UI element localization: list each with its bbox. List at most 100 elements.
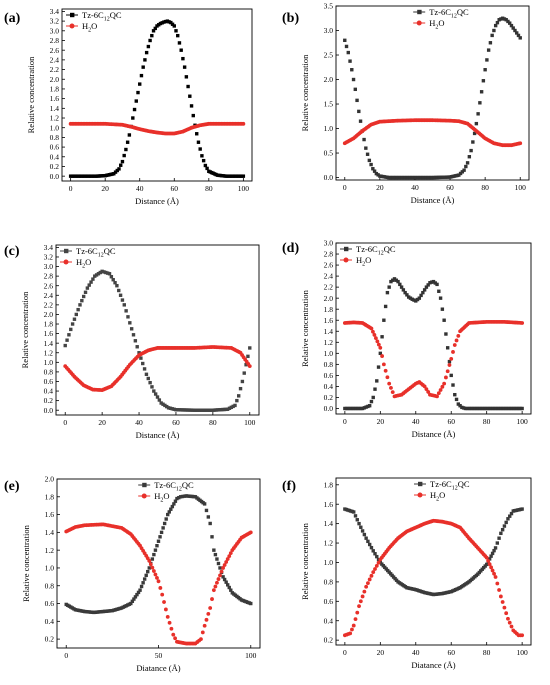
data-point xyxy=(203,163,208,168)
data-point xyxy=(360,406,365,411)
legend-entry: H2O xyxy=(414,490,445,503)
data-point xyxy=(151,29,156,33)
data-point xyxy=(484,555,489,560)
legend-marker xyxy=(63,259,69,265)
data-point xyxy=(499,531,503,536)
data-point xyxy=(493,546,498,550)
data-point xyxy=(91,277,95,281)
legend-label-subscript: 2 xyxy=(435,25,438,31)
legend-label-base: Tz-6C xyxy=(154,480,176,490)
data-point xyxy=(165,19,170,23)
data-point xyxy=(445,369,450,374)
data-point xyxy=(371,329,375,334)
data-point xyxy=(484,562,489,567)
data-point xyxy=(124,309,128,313)
data-point xyxy=(500,16,505,20)
x-tick-label: 40 xyxy=(412,648,420,657)
data-point xyxy=(198,147,202,151)
data-point xyxy=(369,399,374,404)
y-tick-label: 1.6 xyxy=(324,316,334,325)
y-tick-label: 3.0 xyxy=(50,26,60,35)
data-point xyxy=(182,494,187,498)
y-tick-label: 0.8 xyxy=(45,581,55,590)
data-point xyxy=(200,154,204,158)
legend-label-rest: O xyxy=(365,255,371,265)
data-point xyxy=(486,558,491,563)
data-point xyxy=(375,554,379,559)
data-point xyxy=(141,361,145,366)
data-point xyxy=(118,293,123,297)
data-point xyxy=(132,597,136,601)
legend-label: H2O xyxy=(76,257,91,270)
data-point xyxy=(150,385,154,389)
data-point xyxy=(500,600,505,604)
data-point xyxy=(165,404,169,409)
data-point xyxy=(165,614,170,619)
legend-label-rest: QC xyxy=(458,479,470,489)
data-point xyxy=(102,270,106,274)
data-point xyxy=(179,48,183,52)
legend-label-base: H xyxy=(76,257,82,267)
legend-label-subscript: 12 xyxy=(378,251,384,257)
y-tick-label: 1.8 xyxy=(324,480,334,489)
data-point xyxy=(238,386,243,391)
x-tick-label: 0 xyxy=(343,648,347,657)
data-point xyxy=(229,588,233,592)
data-point xyxy=(131,333,136,337)
data-point xyxy=(348,631,353,636)
legend-label-rest: O xyxy=(91,21,97,31)
data-point xyxy=(351,77,356,82)
series-h2o xyxy=(64,522,253,646)
data-point xyxy=(215,580,219,585)
legend-label-subscript: 2 xyxy=(362,262,365,268)
data-point xyxy=(367,542,372,547)
chart-panel: (e) 0 50 100 0.2 0.4 0.6 0.8 1.0 1.2 1.4 1.6 1.8 2.0 D… xyxy=(4,475,261,673)
x-tick-label: 100 xyxy=(517,417,529,426)
data-point xyxy=(364,536,368,540)
data-point xyxy=(426,283,430,287)
data-point xyxy=(502,524,507,528)
data-point xyxy=(182,65,187,69)
data-point xyxy=(213,552,218,557)
data-point xyxy=(437,289,441,293)
legend-label: Tz-6C12QC xyxy=(76,246,116,259)
data-point xyxy=(173,499,178,503)
data-point xyxy=(115,284,119,288)
legend-label: Tz-6C12QC xyxy=(356,244,396,257)
data-point xyxy=(69,327,73,332)
data-point xyxy=(115,168,119,173)
data-point xyxy=(497,18,501,22)
data-point xyxy=(134,99,138,103)
x-axis-label: Distance (Å) xyxy=(135,196,179,206)
y-tick-label: 1.2 xyxy=(50,114,60,123)
data-point xyxy=(167,20,171,24)
data-point xyxy=(516,33,521,38)
y-axis-label: Relative concentration xyxy=(300,289,310,366)
legend-label-subscript: 2 xyxy=(82,264,85,270)
legend-label-rest: QC xyxy=(110,10,122,20)
data-point xyxy=(141,581,145,585)
y-tick-label: 0.0 xyxy=(50,172,60,181)
x-tick-label: 80 xyxy=(209,418,217,427)
y-tick-label: 1.8 xyxy=(50,85,60,94)
data-point xyxy=(155,544,159,548)
data-point xyxy=(387,285,391,289)
data-point xyxy=(490,568,495,573)
y-tick-label: 3.4 xyxy=(44,243,54,252)
data-point xyxy=(467,155,472,159)
y-tick-label: 2.4 xyxy=(50,55,60,64)
data-point xyxy=(405,293,409,297)
y-tick-label: 0.6 xyxy=(45,599,55,608)
data-point xyxy=(366,539,370,544)
x-tick-label: 20 xyxy=(377,648,385,657)
data-point xyxy=(135,345,139,349)
series-tz-6c12qc xyxy=(68,19,246,178)
data-point xyxy=(224,580,228,584)
data-point xyxy=(147,566,151,570)
data-point xyxy=(129,327,134,331)
data-point xyxy=(362,532,367,537)
data-point xyxy=(113,170,118,174)
plot-frame xyxy=(61,8,253,182)
data-point xyxy=(493,23,498,28)
data-point xyxy=(485,58,489,62)
